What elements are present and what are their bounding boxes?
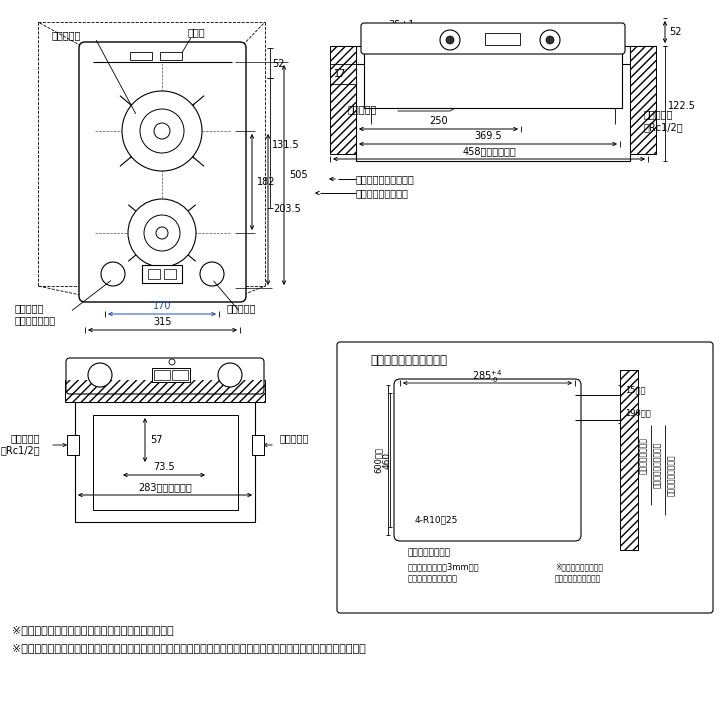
Circle shape [122, 91, 202, 171]
Circle shape [156, 227, 168, 239]
Text: キャビネット側板前面: キャビネット側板前面 [356, 174, 415, 184]
FancyBboxPatch shape [361, 23, 625, 54]
Text: 吸気口: 吸気口 [188, 27, 206, 37]
Text: 52: 52 [669, 27, 682, 37]
Text: のすき間を確保のこと: のすき間を確保のこと [408, 575, 458, 583]
Bar [356, 64, 630, 161]
Text: 後バーナー: 後バーナー [52, 30, 81, 40]
Text: 505: 505 [289, 170, 307, 180]
Text: 458（本体凸部）: 458（本体凸部） [462, 146, 516, 156]
Bar [160, 52, 182, 60]
Text: 122.5: 122.5 [668, 101, 696, 111]
Text: 35±1: 35±1 [389, 20, 415, 30]
Text: 電池交換寸法前面: 電池交換寸法前面 [639, 436, 647, 474]
Text: ※電池交換出来る様に: ※電池交換出来る様に [555, 562, 603, 572]
Circle shape [169, 359, 175, 365]
Circle shape [540, 30, 560, 50]
Circle shape [144, 215, 180, 251]
Text: 57: 57 [150, 435, 163, 445]
Text: 285$^{+4}_{\ 0}$: 285$^{+4}_{\ 0}$ [472, 369, 503, 385]
Bar [620, 370, 638, 550]
FancyBboxPatch shape [394, 379, 581, 541]
Circle shape [440, 30, 460, 50]
Text: ※単体設置タイプにつきオーブン接続はできません。: ※単体設置タイプにつきオーブン接続はできません。 [12, 625, 174, 635]
Circle shape [101, 262, 125, 286]
Bar [630, 46, 656, 154]
Circle shape [200, 262, 224, 286]
Circle shape [88, 363, 112, 387]
Circle shape [218, 363, 242, 387]
Circle shape [140, 109, 184, 153]
Bar [630, 46, 656, 154]
Text: 15以上: 15以上 [625, 385, 646, 395]
Text: 250: 250 [429, 116, 448, 126]
Text: ガス接続口: ガス接続口 [11, 433, 40, 443]
Bar [65, 380, 265, 402]
FancyBboxPatch shape [337, 342, 713, 613]
Text: 170: 170 [153, 301, 171, 311]
Text: 電池ケース: 電池ケース [348, 104, 377, 114]
Bar [330, 46, 356, 154]
Bar [130, 52, 152, 60]
Bar [172, 370, 188, 380]
Text: 前バーナー: 前バーナー [15, 303, 45, 313]
Text: 空気が流れるよう3mm以上: 空気が流れるよう3mm以上 [408, 562, 480, 572]
Bar [93, 415, 238, 510]
Text: 17: 17 [334, 69, 346, 79]
Text: （Rc1/2）: （Rc1/2） [644, 122, 683, 132]
Text: 131.5: 131.5 [272, 140, 300, 150]
Text: 460: 460 [383, 451, 392, 469]
Text: キャビネット扉前面: キャビネット扉前面 [667, 454, 675, 496]
Text: 4-R10〜25: 4-R10〜25 [415, 516, 459, 524]
Text: 電池交換サイン: 電池交換サイン [15, 315, 56, 325]
Circle shape [154, 123, 170, 139]
Text: 190以上: 190以上 [625, 408, 651, 418]
Text: ※本機器は防火性能評定品であり、周囲に可燃物がある場合は防火性能評定品ラベル内容に従って設置してください。: ※本機器は防火性能評定品であり、周囲に可燃物がある場合は防火性能評定品ラベル内容… [12, 643, 366, 653]
Text: （Rc1/2）: （Rc1/2） [1, 445, 40, 455]
Text: ワークトップ前面: ワークトップ前面 [408, 549, 451, 557]
Text: キャビネット扉前面: キャビネット扉前面 [356, 188, 409, 198]
Text: キャビネット側板前面: キャビネット側板前面 [652, 442, 662, 488]
Text: 73.5: 73.5 [153, 462, 175, 472]
Bar [148, 269, 160, 279]
Bar [364, 28, 622, 108]
Bar [620, 370, 638, 550]
FancyBboxPatch shape [66, 358, 264, 394]
Bar [142, 265, 182, 283]
Text: 369.5: 369.5 [474, 131, 502, 141]
Bar [67, 435, 79, 455]
Text: 電池ケース: 電池ケース [280, 433, 310, 443]
Bar [75, 402, 255, 522]
Bar [152, 368, 190, 382]
Text: 52: 52 [272, 59, 284, 69]
Text: 配置されていること。: 配置されていること。 [555, 575, 601, 583]
Text: 315: 315 [153, 317, 172, 327]
Text: 高温炒め操: 高温炒め操 [227, 303, 256, 313]
Bar [330, 46, 356, 154]
Text: 283（本体凸部）: 283（本体凸部） [138, 482, 192, 492]
Bar [485, 33, 520, 45]
Text: 600以上: 600以上 [374, 447, 382, 473]
Bar [65, 380, 265, 402]
FancyBboxPatch shape [79, 42, 246, 302]
Circle shape [128, 199, 196, 267]
Text: ワークトップ穴開け寸法: ワークトップ穴開け寸法 [370, 354, 447, 367]
Text: 18: 18 [400, 35, 412, 45]
Bar [252, 435, 264, 455]
Circle shape [546, 36, 554, 44]
Text: 182: 182 [257, 177, 276, 187]
Text: 203.5: 203.5 [273, 204, 301, 215]
Bar [164, 269, 176, 279]
Circle shape [446, 36, 454, 44]
Bar [330, 64, 356, 84]
Bar [154, 370, 170, 380]
Text: ガス接続口: ガス接続口 [644, 109, 673, 119]
